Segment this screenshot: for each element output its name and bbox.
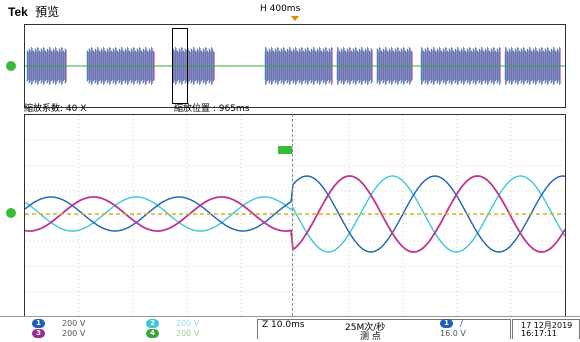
channel-3-badge[interactable]: 3: [32, 329, 45, 338]
overview-waveform-graph: [25, 47, 565, 85]
channel-1-scale[interactable]: 200 V: [62, 319, 86, 328]
bottom-status-bar: 1 200 V 3 200 V 2 200 V 4 200 V Z 10.0ms…: [0, 316, 580, 342]
zoom-factor-label: 縮放系数: 40 X: [24, 104, 87, 114]
channel-1-badge[interactable]: 1: [32, 319, 45, 328]
channel-1-trace: [24, 175, 566, 253]
acquisition-mode-label: 預览: [35, 5, 60, 19]
trigger-position-marker-icon[interactable]: [291, 16, 299, 21]
channel-4-scale[interactable]: 200 V: [176, 329, 200, 338]
channel-3-trace: [24, 175, 566, 253]
zoom-ground-marker-icon[interactable]: [6, 208, 16, 218]
zoom-info-row: 縮放系数: 40 X 縮放位置 : 965ms: [24, 100, 564, 114]
time-readout: 16:17:11: [521, 329, 557, 338]
zoom-window-selector[interactable]: [172, 28, 188, 104]
timebase-panel[interactable]: [257, 319, 511, 339]
trigger-source-badge[interactable]: 1: [440, 319, 453, 328]
channel-3-scale[interactable]: 200 V: [62, 329, 86, 338]
zoom-waveform-window[interactable]: [24, 114, 566, 318]
top-status-bar: Tek 預览 H 400ms: [0, 0, 580, 24]
zoom-waveform-graph: [24, 115, 566, 317]
trigger-time-line: [292, 114, 293, 316]
sample-rate: 25M次/秒: [345, 323, 386, 333]
brand-label: Tek 預览: [8, 3, 59, 20]
overview-waveform-window[interactable]: [24, 24, 566, 108]
zoom-timebase: Z 10.0ms: [262, 320, 305, 330]
zoom-position-label: 縮放位置 : 965ms: [174, 104, 250, 114]
acquisition-mode: 测 点: [360, 332, 381, 342]
overview-ground-marker-icon[interactable]: [6, 61, 16, 71]
trigger-slope-icon: ∕: [460, 319, 464, 329]
graticule: [25, 115, 565, 317]
trigger-flag-icon[interactable]: [278, 146, 292, 154]
trigger-level: 16.0 V: [440, 329, 466, 338]
brand-name: Tek: [8, 5, 28, 19]
channel-4-badge[interactable]: 4: [146, 329, 159, 338]
horizontal-position-readout: H 400ms: [260, 4, 301, 14]
date-readout: 17 12月2019: [521, 321, 573, 330]
channel-2-scale[interactable]: 200 V: [176, 319, 200, 328]
channel-2-badge[interactable]: 2: [146, 319, 159, 328]
